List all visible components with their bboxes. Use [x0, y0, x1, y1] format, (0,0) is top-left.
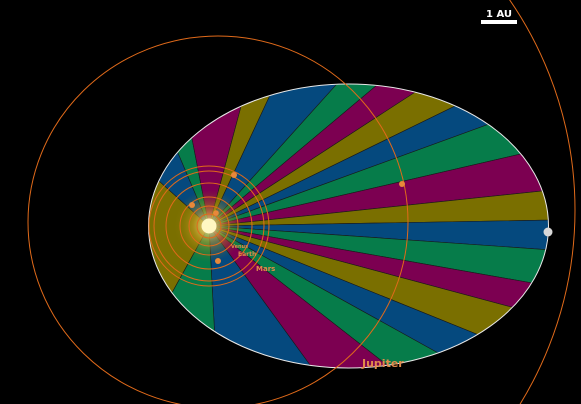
mercury-orbit [196, 213, 222, 239]
mars-orbit [165, 182, 253, 270]
sector-16 [208, 225, 549, 368]
sector-14 [208, 215, 549, 269]
scale-bar-line [481, 20, 517, 24]
mars-label: Mars [256, 265, 275, 273]
sector-9 [208, 84, 549, 227]
sector-19 [208, 225, 549, 368]
asteroid-belt-ring [153, 170, 265, 282]
venus-label: Venus [231, 244, 248, 250]
earth-label: Earth [238, 251, 256, 258]
sector-1 [148, 84, 210, 368]
earth-orbit [179, 196, 239, 256]
sector-8 [208, 84, 549, 227]
comet-marker [543, 227, 553, 237]
venus-orbit [188, 205, 230, 247]
sector-7 [208, 84, 549, 227]
sun [201, 218, 217, 234]
jupiter-label: Jupiter [361, 357, 404, 370]
scale-bar: 1 AU [481, 9, 517, 24]
jupiter-marker [399, 181, 405, 187]
mars-marker [231, 172, 237, 178]
sector-13 [208, 162, 549, 227]
earth-marker [189, 202, 195, 208]
sector-6 [208, 84, 549, 227]
sector-2 [148, 84, 210, 227]
venus-marker [213, 210, 219, 216]
sector-12 [208, 90, 549, 227]
sector-20 [208, 225, 549, 368]
sector-15 [208, 225, 549, 331]
sector-18 [208, 225, 549, 368]
scale-bar-label: 1 AU [486, 9, 512, 20]
inner-ring [148, 165, 270, 287]
jupiter-orbit [27, 35, 409, 404]
mars-marker-2 [215, 258, 221, 264]
